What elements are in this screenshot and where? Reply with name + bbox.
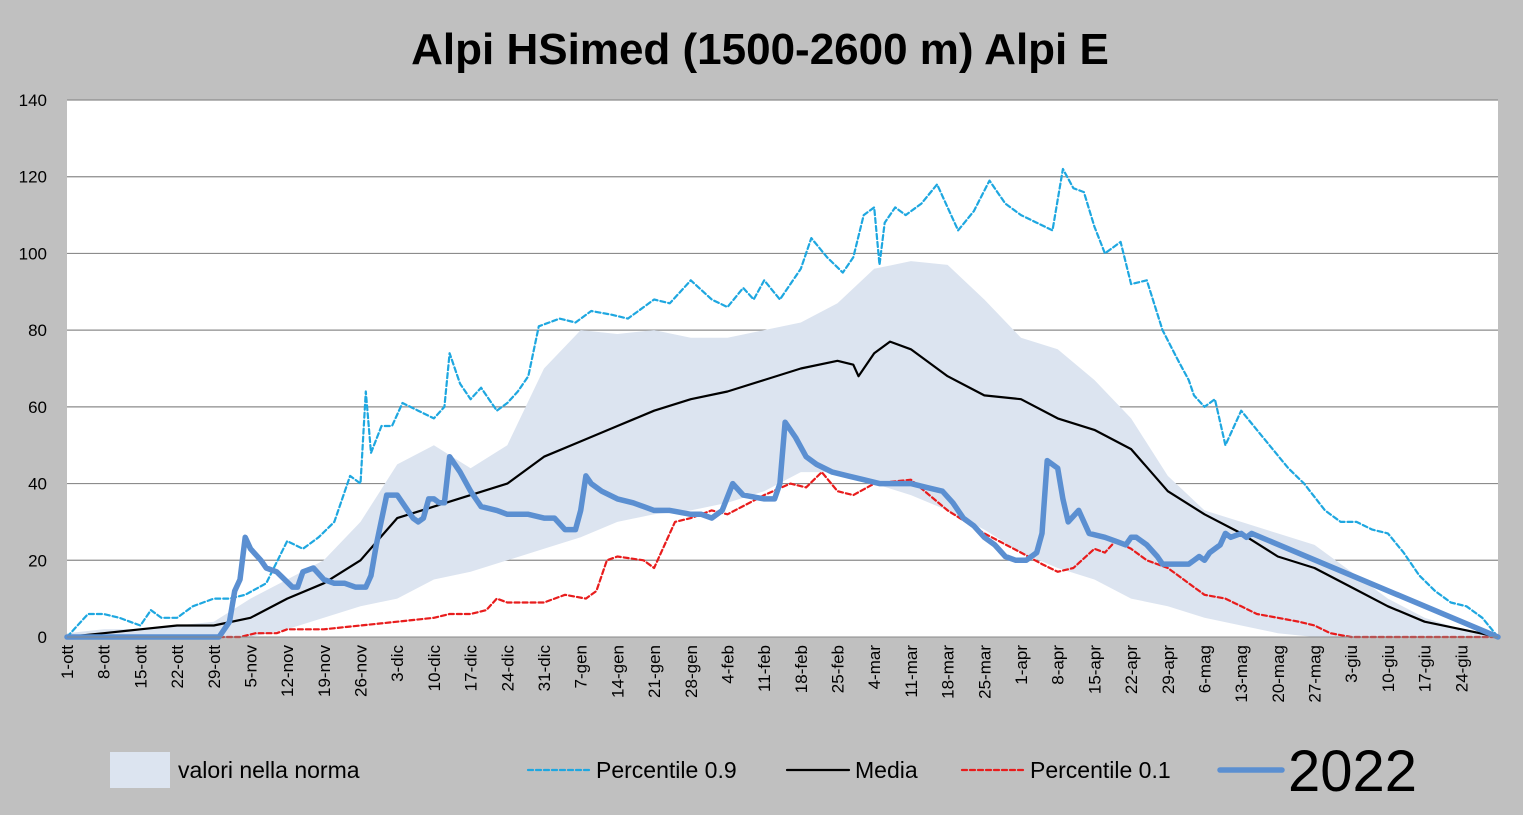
legend-label: 2022 bbox=[1288, 739, 1417, 804]
x-tick-label: 3-giu bbox=[1342, 645, 1361, 683]
x-tick-label: 8-ott bbox=[95, 645, 114, 679]
x-tick-label: 13-mag bbox=[1232, 645, 1251, 703]
x-axis-ticks: 1-ott 8-ott 15-ott 22-ott 29-ott 5-nov 12-nov 1… bbox=[58, 645, 1471, 703]
chart-title: Alpi HSimed (1500-2600 m) Alpi E bbox=[411, 25, 1109, 74]
x-tick-label: 24-dic bbox=[498, 645, 517, 692]
x-tick-label: 10-giu bbox=[1379, 645, 1398, 692]
x-tick-label: 22-apr bbox=[1122, 645, 1141, 694]
x-tick-label: 7-gen bbox=[572, 645, 591, 688]
x-tick-label: 14-gen bbox=[608, 645, 627, 698]
y-tick-label: 80 bbox=[28, 321, 47, 340]
y-tick-label: 100 bbox=[19, 244, 47, 263]
x-tick-label: 5-nov bbox=[241, 645, 260, 688]
x-tick-label: 26-nov bbox=[352, 645, 371, 697]
y-tick-label: 20 bbox=[28, 551, 47, 570]
x-tick-label: 15-ott bbox=[131, 645, 150, 689]
legend: valori nella norma Percentile 0.9 Media Per… bbox=[110, 739, 1417, 804]
x-tick-label: 1-apr bbox=[1012, 645, 1031, 685]
x-tick-label: 3-dic bbox=[388, 645, 407, 682]
x-tick-label: 8-apr bbox=[1049, 645, 1068, 685]
x-tick-label: 17-giu bbox=[1416, 645, 1435, 692]
x-tick-label: 22-ott bbox=[168, 645, 187, 689]
x-tick-label: 4-feb bbox=[718, 645, 737, 684]
x-tick-label: 24-giu bbox=[1452, 645, 1471, 692]
x-tick-label: 28-gen bbox=[682, 645, 701, 698]
x-tick-label: 25-feb bbox=[829, 645, 848, 693]
x-tick-label: 29-ott bbox=[205, 645, 224, 689]
x-tick-label: 29-apr bbox=[1159, 645, 1178, 694]
y-tick-label: 0 bbox=[38, 628, 47, 647]
y-tick-label: 40 bbox=[28, 475, 47, 494]
y-tick-label: 60 bbox=[28, 398, 47, 417]
legend-label: Media bbox=[855, 757, 918, 783]
x-tick-label: 12-nov bbox=[278, 645, 297, 697]
x-tick-label: 11-feb bbox=[755, 645, 774, 692]
x-tick-label: 18-feb bbox=[792, 645, 811, 693]
legend-label: Percentile 0.1 bbox=[1030, 757, 1171, 783]
x-tick-label: 19-nov bbox=[315, 645, 334, 697]
x-tick-label: 4-mar bbox=[865, 645, 884, 690]
x-tick-label: 27-mag bbox=[1306, 645, 1325, 703]
legend-swatch bbox=[110, 752, 170, 788]
x-tick-label: 15-apr bbox=[1085, 645, 1104, 694]
series-line bbox=[65, 167, 1500, 639]
y-tick-label: 140 bbox=[19, 91, 47, 110]
legend-label: Percentile 0.9 bbox=[596, 757, 737, 783]
series-line bbox=[65, 471, 1500, 639]
y-tick-label: 120 bbox=[19, 168, 47, 187]
x-tick-label: 21-gen bbox=[645, 645, 664, 698]
x-tick-label: 31-dic bbox=[535, 645, 554, 692]
legend-label: valori nella norma bbox=[178, 757, 360, 783]
series-lines bbox=[64, 167, 1501, 640]
x-tick-label: 1-ott bbox=[58, 645, 77, 679]
x-tick-label: 18-mar bbox=[939, 645, 958, 699]
x-tick-label: 11-mar bbox=[902, 645, 921, 698]
x-tick-label: 25-mar bbox=[975, 645, 994, 699]
x-tick-label: 10-dic bbox=[425, 645, 444, 692]
x-tick-label: 20-mag bbox=[1269, 645, 1288, 703]
x-tick-label: 6-mag bbox=[1195, 645, 1214, 693]
y-axis-ticks: 0 20 40 60 80 100 120 140 bbox=[19, 91, 47, 647]
x-tick-label: 17-dic bbox=[462, 645, 481, 692]
series-line bbox=[64, 419, 1501, 640]
